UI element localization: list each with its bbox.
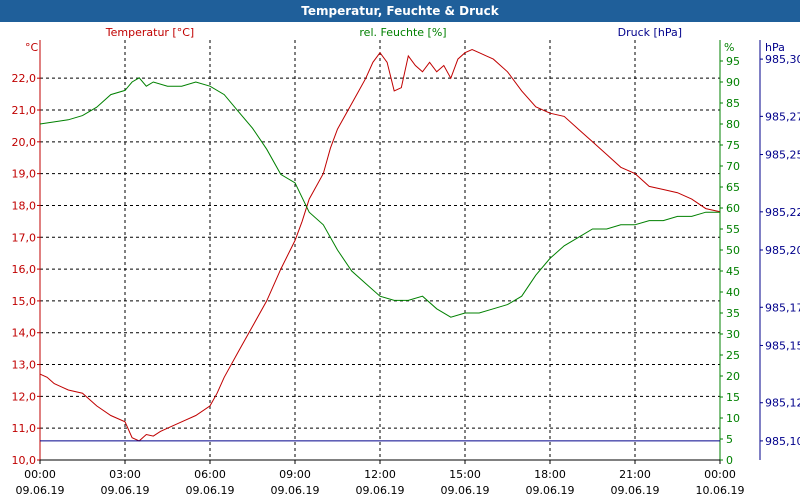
press-tick-label: 985,20 bbox=[765, 244, 800, 257]
temp-tick-label: 10,0 bbox=[12, 454, 37, 467]
grid bbox=[40, 40, 720, 461]
press-tick-label: 985,10 bbox=[765, 435, 800, 448]
press-tick-label: 985,22 bbox=[765, 206, 800, 219]
x-tick-time: 00:00 bbox=[24, 468, 56, 481]
press-tick-label: 985,25 bbox=[765, 149, 800, 162]
hum-tick-label: 85 bbox=[726, 97, 740, 110]
hum-tick-label: 50 bbox=[726, 244, 740, 257]
hum-tick-label: 80 bbox=[726, 118, 740, 131]
temp-tick-label: 21,0 bbox=[12, 104, 37, 117]
x-tick-date: 09.06.19 bbox=[101, 484, 150, 497]
series-temp-line bbox=[39, 48, 721, 442]
press-unit: hPa bbox=[765, 41, 785, 54]
press-axis-label: Druck [hPa] bbox=[618, 26, 682, 39]
hum-tick-label: 45 bbox=[726, 265, 740, 278]
x-tick-date: 09.06.19 bbox=[441, 484, 490, 497]
x-tick-time: 12:00 bbox=[364, 468, 396, 481]
axes bbox=[37, 40, 763, 464]
x-tick-date: 10.06.19 bbox=[696, 484, 745, 497]
x-tick-time: 21:00 bbox=[619, 468, 651, 481]
x-tick-date: 09.06.19 bbox=[356, 484, 405, 497]
x-tick-date: 09.06.19 bbox=[611, 484, 660, 497]
temp-tick-label: 14,0 bbox=[12, 327, 37, 340]
hum-tick-label: 20 bbox=[726, 370, 740, 383]
hum-tick-label: 30 bbox=[726, 328, 740, 341]
hum-tick-label: 10 bbox=[726, 412, 740, 425]
temp-axis-label: Temperatur [°C] bbox=[105, 26, 194, 39]
temp-tick-label: 19,0 bbox=[12, 168, 37, 181]
x-tick-date: 09.06.19 bbox=[526, 484, 575, 497]
series bbox=[39, 48, 721, 442]
temp-tick-label: 22,0 bbox=[12, 72, 37, 85]
press-tick-label: 985,27 bbox=[765, 110, 800, 123]
x-tick-date: 09.06.19 bbox=[186, 484, 235, 497]
press-tick-label: 985,15 bbox=[765, 339, 800, 352]
hum-tick-label: 5 bbox=[726, 433, 733, 446]
tick-labels: 10,0 11,0 12,0 13,0 14,0 15,0 16,0 17,0 18,0 19,0… bbox=[12, 53, 800, 497]
hum-axis-label: rel. Feuchte [%] bbox=[359, 26, 446, 39]
x-tick-time: 03:00 bbox=[109, 468, 141, 481]
hum-tick-label: 70 bbox=[726, 160, 740, 173]
hum-tick-label: 0 bbox=[726, 454, 733, 467]
window-title: Temperatur, Feuchte & Druck bbox=[0, 0, 800, 22]
temp-tick-label: 11,0 bbox=[12, 422, 37, 435]
temp-tick-label: 13,0 bbox=[12, 359, 37, 372]
x-tick-time: 18:00 bbox=[534, 468, 566, 481]
hum-tick-label: 40 bbox=[726, 286, 740, 299]
x-tick-time: 06:00 bbox=[194, 468, 226, 481]
hum-unit: % bbox=[724, 41, 734, 54]
hum-tick-label: 55 bbox=[726, 223, 740, 236]
press-tick-label: 985,17 bbox=[765, 301, 800, 314]
hum-tick-label: 15 bbox=[726, 391, 740, 404]
hum-tick-label: 25 bbox=[726, 349, 740, 362]
hum-tick-label: 60 bbox=[726, 202, 740, 215]
temp-tick-label: 18,0 bbox=[12, 199, 37, 212]
temp-tick-label: 17,0 bbox=[12, 231, 37, 244]
temp-tick-label: 20,0 bbox=[12, 136, 37, 149]
press-tick-label: 985,30 bbox=[765, 53, 800, 66]
x-tick-date: 09.06.19 bbox=[16, 484, 65, 497]
x-tick-time: 00:00 bbox=[704, 468, 736, 481]
x-tick-date: 09.06.19 bbox=[271, 484, 320, 497]
x-tick-time: 15:00 bbox=[449, 468, 481, 481]
press-tick-label: 985,12 bbox=[765, 397, 800, 410]
temp-unit: °C bbox=[25, 41, 39, 54]
temp-tick-label: 15,0 bbox=[12, 295, 37, 308]
hum-tick-label: 95 bbox=[726, 55, 740, 68]
temp-tick-label: 16,0 bbox=[12, 263, 37, 276]
series-hum-line bbox=[39, 77, 720, 318]
x-tick-time: 09:00 bbox=[279, 468, 311, 481]
temp-tick-label: 12,0 bbox=[12, 390, 37, 403]
hum-tick-label: 35 bbox=[726, 307, 740, 320]
hum-tick-label: 75 bbox=[726, 139, 740, 152]
chart: Temperatur [°C] rel. Feuchte [%] Druck [… bbox=[12, 26, 800, 497]
hum-tick-label: 90 bbox=[726, 76, 740, 89]
hum-tick-label: 65 bbox=[726, 181, 740, 194]
